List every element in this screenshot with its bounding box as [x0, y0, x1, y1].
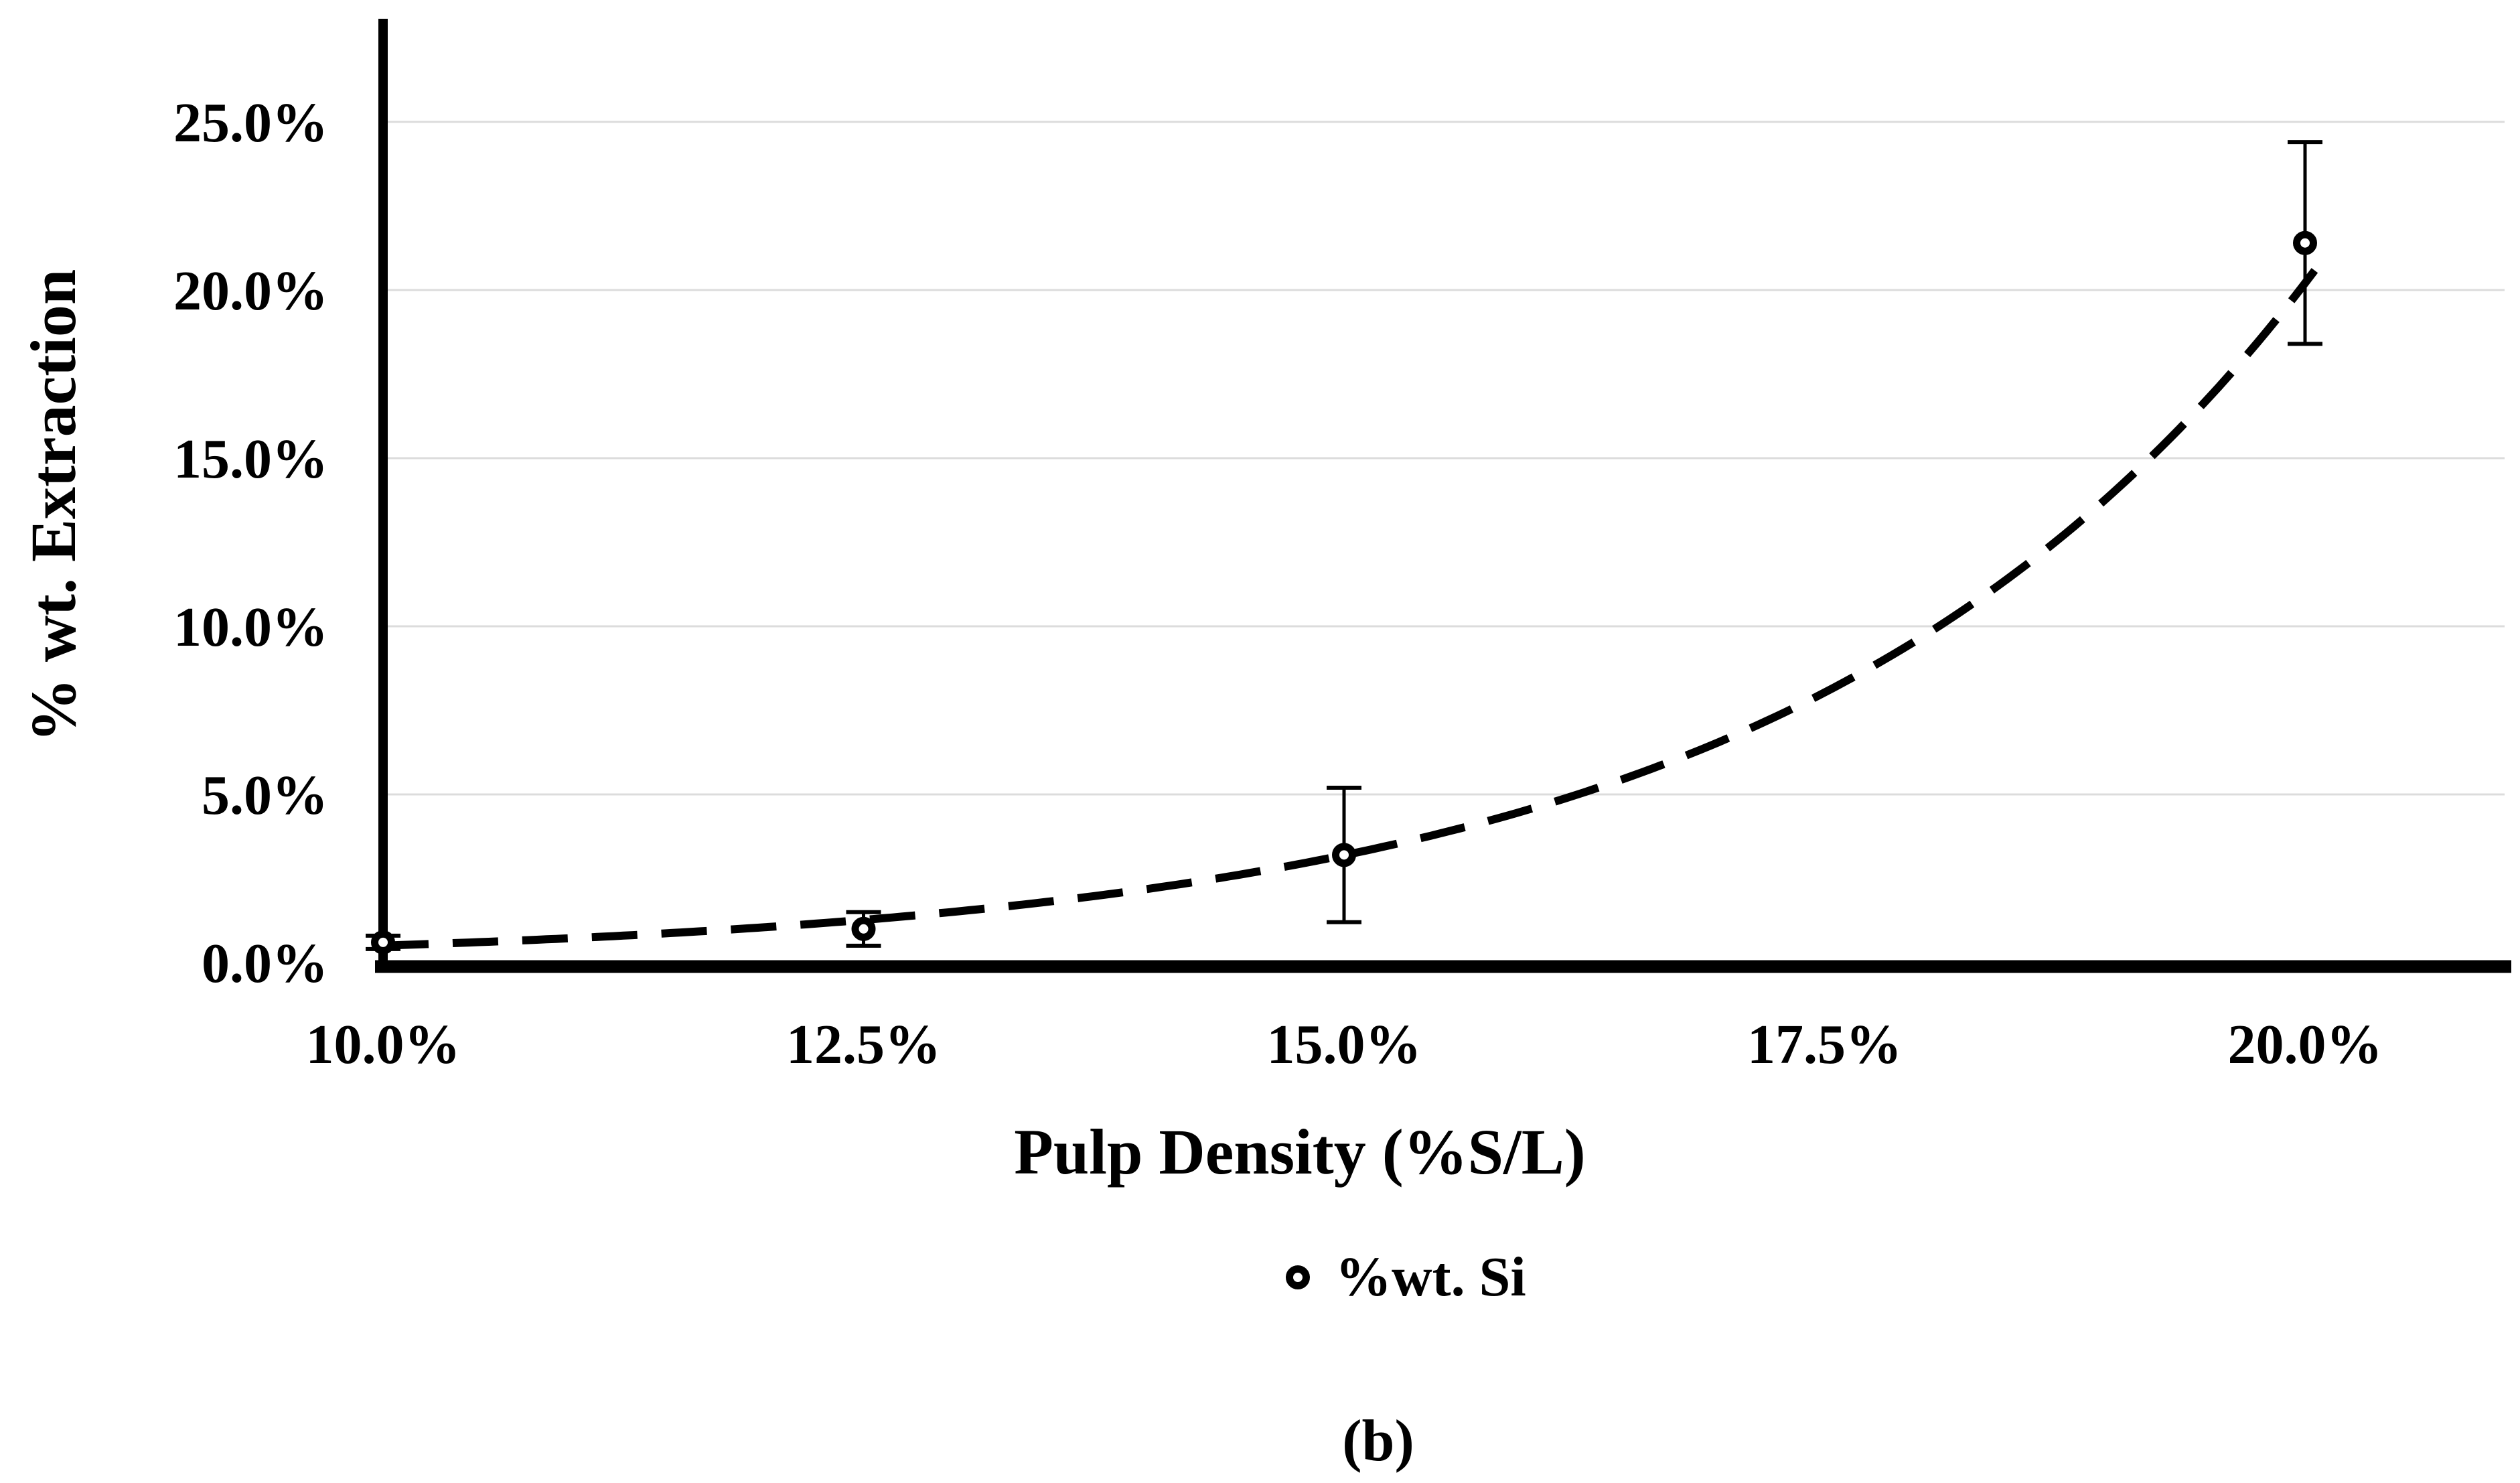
data-point-marker — [851, 916, 876, 941]
axes-group — [375, 19, 2511, 973]
x-axis-title: Pulp Density (%S/L) — [1014, 1116, 1585, 1188]
y-tick-label: 10.0% — [173, 596, 328, 658]
legend: %wt. Si — [1286, 1246, 1526, 1308]
figure-caption: (b) — [1342, 1409, 1414, 1474]
x-tick-label: 12.5% — [786, 1013, 941, 1076]
trend-line — [382, 268, 2318, 950]
y-tick-label: 15.0% — [173, 428, 328, 490]
y-tick-labels-group: 0.0% 5.0% 10.0% 15.0% 20.0% 25.0% — [173, 92, 328, 995]
data-point-marker — [371, 930, 395, 955]
y-axis-title: % wt. Extraction — [17, 269, 89, 743]
legend-label: %wt. Si — [1335, 1246, 1526, 1308]
data-point-marker — [1332, 843, 1356, 867]
error-bars-group — [366, 140, 2322, 951]
data-point-marker — [2293, 230, 2317, 255]
x-tick-label: 20.0% — [2228, 1013, 2383, 1076]
x-tick-label: 15.0% — [1267, 1013, 1422, 1076]
trendline-group — [382, 268, 2318, 950]
y-tick-label: 0.0% — [202, 932, 328, 995]
y-tick-label: 20.0% — [173, 260, 328, 322]
x-tick-labels-group: 10.0% 12.5% 15.0% 17.5% 20.0% — [306, 1013, 2383, 1076]
legend-marker-icon — [1286, 1265, 1310, 1289]
y-tick-label: 5.0% — [202, 764, 328, 827]
x-tick-label: 17.5% — [1747, 1013, 1902, 1076]
gridlines-group — [387, 121, 2505, 796]
y-tick-label: 25.0% — [173, 92, 328, 154]
x-tick-label: 10.0% — [306, 1013, 461, 1076]
markers-group — [371, 230, 2317, 955]
